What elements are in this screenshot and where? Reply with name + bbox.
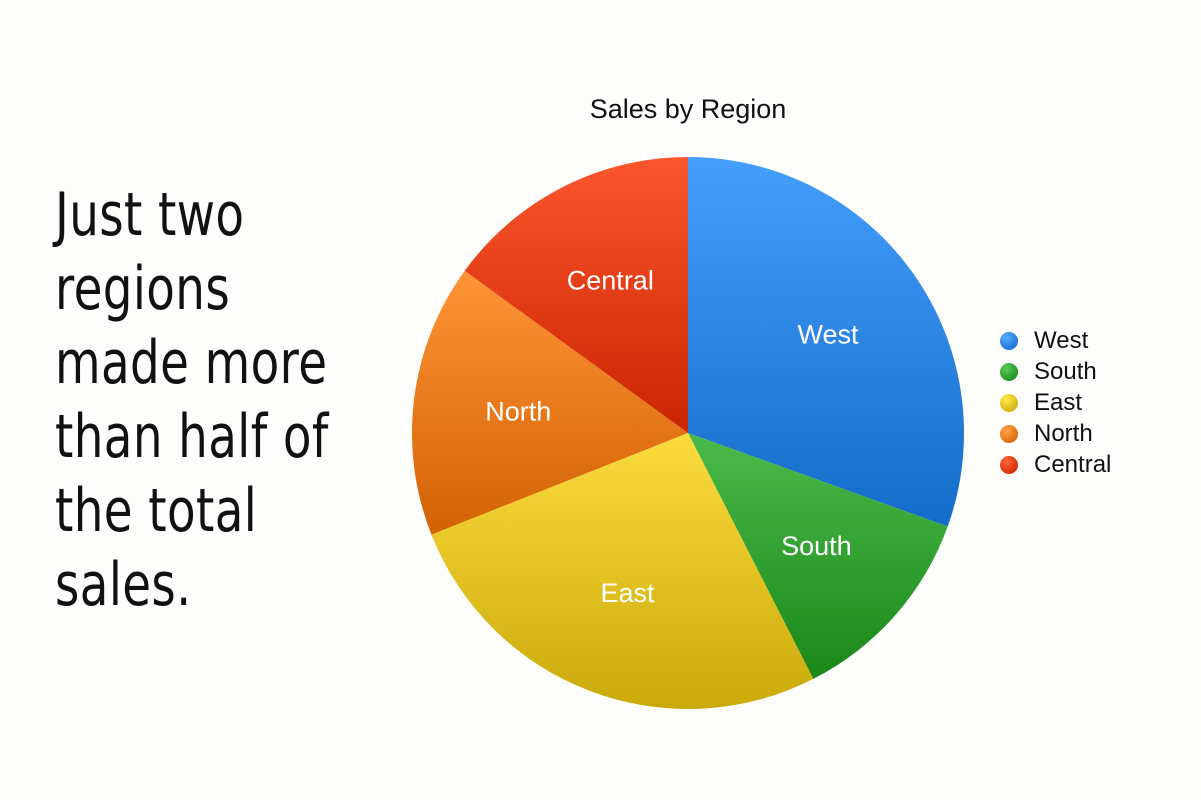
legend-swatch-icon [1000, 363, 1018, 382]
chart-legend: West South East North Central [1000, 326, 1111, 480]
pie-slice-south [688, 433, 948, 679]
legend-swatch-icon [1000, 455, 1018, 474]
pie-slice-label: North [485, 397, 551, 427]
headline-text: Just two regions made more than half of … [55, 178, 336, 622]
pie-slice-label: East [600, 578, 655, 608]
legend-item: West [1000, 326, 1111, 357]
legend-label: North [1034, 419, 1093, 447]
legend-swatch-icon [1000, 393, 1018, 412]
legend-swatch-icon [1000, 424, 1018, 443]
legend-label: West [1034, 327, 1089, 355]
pie-slice-north [411, 270, 688, 535]
headline-line: regions [55, 254, 231, 324]
pie-slice-label: Central [567, 266, 654, 296]
headline-line: the total [55, 476, 258, 546]
headline-line: made more [55, 328, 328, 398]
pie-labels: West South East North Central [485, 266, 859, 609]
legend-label: Central [1034, 450, 1112, 478]
legend-item: North [1000, 418, 1111, 449]
pie-slice-label: West [797, 320, 859, 350]
headline-line: than half of [55, 402, 329, 472]
pie-slice-label: South [781, 531, 852, 561]
pie-slice-central [464, 157, 688, 433]
headline-line: sales. [55, 550, 192, 620]
legend-label: South [1034, 358, 1097, 386]
legend-swatch-icon [1000, 332, 1018, 351]
legend-item: East [1000, 388, 1111, 419]
legend-label: East [1034, 388, 1083, 416]
legend-item: Central [1000, 449, 1111, 480]
pie-slice-east [431, 433, 814, 710]
headline-line: Just two [55, 180, 245, 250]
pie-slice-west [688, 157, 964, 527]
chart-title: Sales by Region [589, 94, 787, 124]
legend-item: South [1000, 357, 1111, 388]
pie-slices [411, 157, 964, 710]
